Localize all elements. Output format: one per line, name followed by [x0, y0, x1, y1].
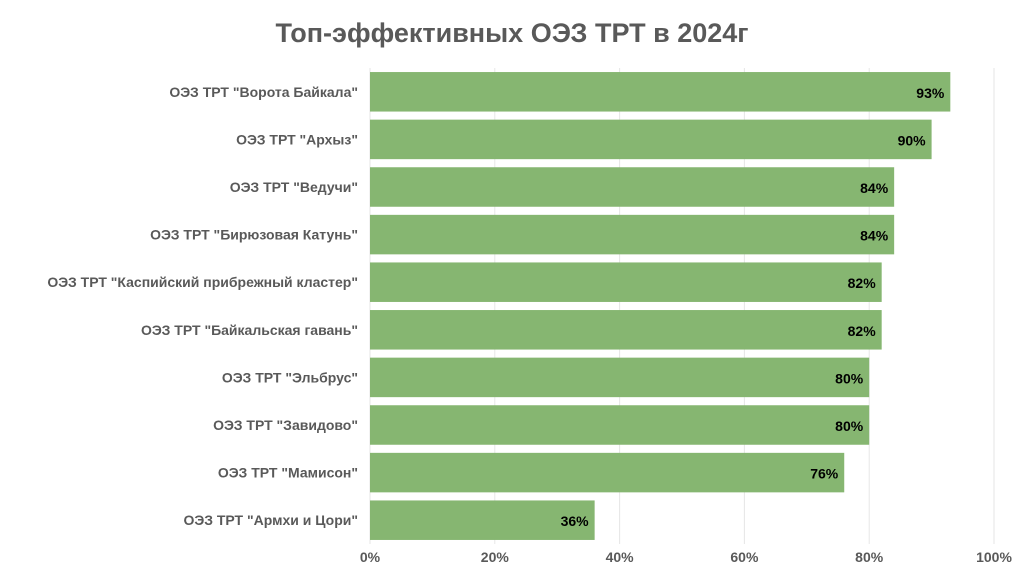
category-label: ОЭЗ ТРТ "Эльбрус" [222, 369, 358, 385]
bar [370, 452, 845, 493]
x-tick-label: 40% [606, 549, 635, 565]
bar [370, 72, 951, 112]
bar [370, 405, 870, 445]
category-label: ОЭЗ ТРТ "Байкальская гавань" [141, 322, 358, 338]
x-tick-label: 100% [976, 549, 1012, 565]
bar [370, 500, 595, 540]
data-label: 82% [848, 275, 877, 291]
data-label: 84% [860, 228, 889, 244]
category-label: ОЭЗ ТРТ "Ворота Байкала" [169, 84, 358, 100]
data-label: 90% [898, 132, 927, 148]
data-labels: 93% 90% 84% 84% 82% 82% 80% 80% 76% 36% [561, 85, 945, 529]
data-label: 80% [835, 418, 864, 434]
x-tick-label: 0% [360, 549, 381, 565]
x-axis-tick-labels: 0% 20% 40% 60% 80% 100% [360, 549, 1013, 565]
x-tick-label: 60% [730, 549, 759, 565]
chart-title: Топ-эффективных ОЭЗ ТРТ в 2024г [275, 18, 748, 48]
category-label: ОЭЗ ТРТ "Завидово" [213, 417, 358, 433]
bars [370, 72, 951, 540]
bar [370, 214, 895, 255]
data-label: 82% [848, 323, 877, 339]
bar [370, 357, 870, 398]
data-label: 76% [810, 466, 839, 482]
data-label: 36% [561, 513, 590, 529]
data-label: 93% [916, 85, 945, 101]
category-label: ОЭЗ ТРТ "Архыз" [236, 131, 358, 147]
category-label: ОЭЗ ТРТ "Каспийский прибрежный кластер" [47, 274, 358, 290]
bar [370, 262, 882, 302]
category-label: ОЭЗ ТРТ "Ведучи" [230, 179, 358, 195]
bar [370, 167, 895, 207]
category-label: ОЭЗ ТРТ "Армхи и Цори" [184, 512, 358, 528]
x-tick-label: 20% [481, 549, 510, 565]
data-label: 80% [835, 370, 864, 386]
category-labels: ОЭЗ ТРТ "Ворота Байкала" ОЭЗ ТРТ "Архыз" О… [47, 84, 358, 528]
category-label: ОЭЗ ТРТ "Мамисон" [218, 465, 358, 481]
bar [370, 310, 882, 350]
x-tick-label: 80% [855, 549, 884, 565]
data-label: 84% [860, 180, 889, 196]
category-label: ОЭЗ ТРТ "Бирюзовая Катунь" [150, 227, 358, 243]
bar [370, 119, 932, 160]
